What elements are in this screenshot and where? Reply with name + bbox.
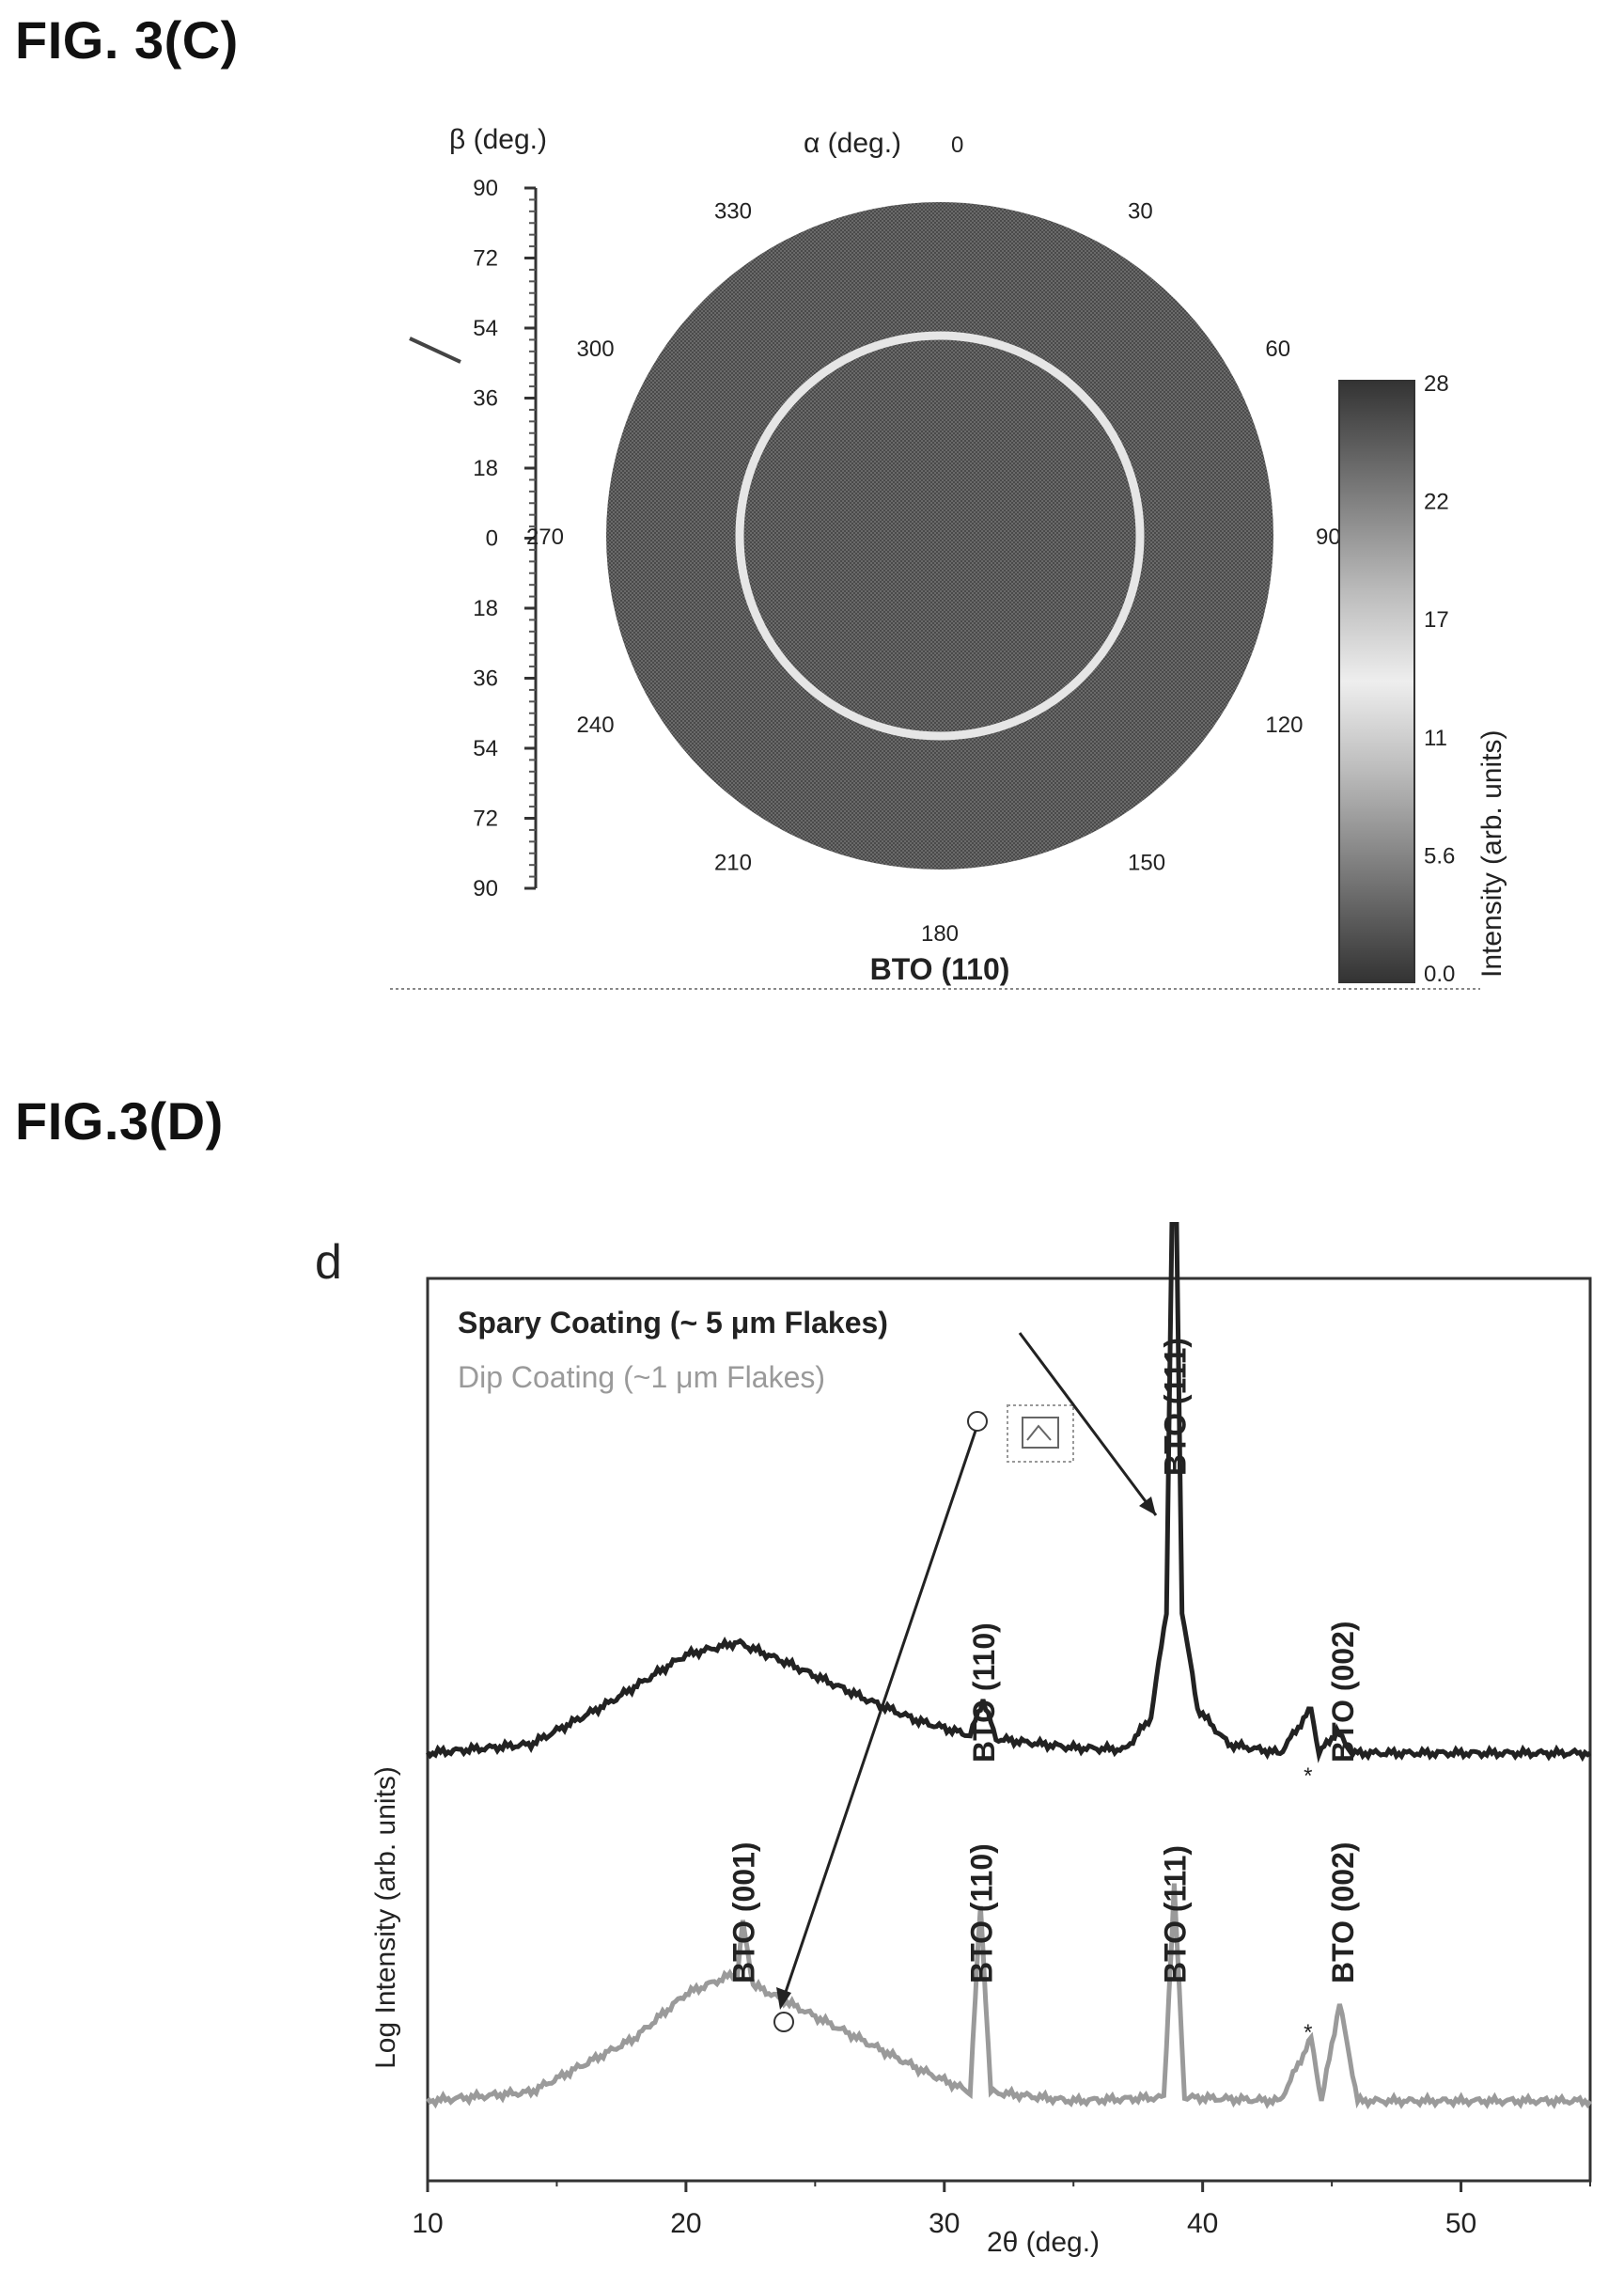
- alpha-tick-label: 330: [714, 199, 752, 225]
- peak-label-spray-002: BTO (002): [1326, 1621, 1360, 1763]
- y-axis-label: Log Intensity (arb. units): [370, 1766, 401, 2069]
- figure-d-label: FIG.3(D): [15, 1091, 224, 1151]
- peak-label-spray-110: BTO (110): [967, 1622, 1001, 1763]
- peak-label-spray-111: BTO (111): [1158, 1338, 1192, 1476]
- peak-label-dip-001: BTO (001): [726, 1841, 760, 1983]
- beta-tick-label: 54: [473, 316, 498, 341]
- peak-label-dip-111: BTO (111): [1158, 1845, 1192, 1983]
- x-tick-label: 50: [1445, 2208, 1476, 2239]
- peak-label-dip-star: *: [1304, 2020, 1312, 2045]
- intensity-ring: [735, 331, 1145, 741]
- plot-frame: [426, 1277, 1592, 2183]
- colorbar-label: Intensity (arb. units): [1476, 730, 1507, 978]
- beta-tick-label: 36: [473, 386, 498, 412]
- beta-tick-label: 54: [473, 736, 498, 761]
- xrd-chart: d Log Intensity (arb. units) 10 20 30 40 50 …: [315, 1222, 1593, 2258]
- panel-letter: d: [315, 1235, 342, 1290]
- diagonal-marker: [409, 337, 461, 364]
- legend-entry-spray: Spary Coating (~ 5 μm Flakes): [458, 1306, 888, 1340]
- alpha-tick-label: 180: [921, 921, 959, 947]
- beta-tick-label: 90: [473, 876, 498, 901]
- pole-figure-title: BTO (110): [870, 952, 1010, 986]
- beta-tick-label: 72: [473, 246, 498, 272]
- figure-c-label: FIG. 3(C): [15, 10, 239, 70]
- beta-tick-label: 18: [473, 596, 498, 621]
- spray-arrow: [1018, 1332, 1158, 1516]
- beta-tick-label: 18: [473, 456, 498, 481]
- colorbar-tick-label: 5.6: [1424, 843, 1455, 869]
- pole-disk: [606, 202, 1273, 870]
- alpha-tick-labels: 0 30 60 90 120 150 180 210 240 270 300 330: [526, 133, 1341, 947]
- peak-label-dip-110: BTO (110): [964, 1843, 998, 1983]
- alpha-tick-label: 30: [1128, 199, 1153, 225]
- dip-arrow-head: [776, 1987, 791, 2010]
- legend-entry-dip: Dip Coating (~1 μm Flakes): [458, 1360, 825, 1394]
- x-tick-label: 40: [1187, 2208, 1218, 2239]
- x-axis-ticks: 10 20 30 40 50: [412, 2181, 1591, 2239]
- beta-tick-label: 90: [473, 176, 498, 201]
- colorbar-ticks: 28 22 17 11 5.6 0.0: [1424, 371, 1455, 987]
- beta-axis-ticks: 90 72 54 36 18 0 18 36 54 72 90: [473, 176, 536, 901]
- beta-axis-label: β (deg.): [449, 124, 547, 155]
- alpha-tick-label: 300: [577, 337, 615, 362]
- alpha-tick-label: 0: [951, 133, 963, 158]
- alpha-tick-label: 90: [1316, 525, 1341, 550]
- alpha-tick-label: 210: [714, 850, 752, 875]
- x-tick-label: 30: [929, 2208, 960, 2239]
- x-tick-label: 10: [412, 2208, 443, 2239]
- x-axis-label: 2θ (deg.): [987, 2227, 1100, 2258]
- dip-arrow-end: [773, 2012, 794, 2032]
- peak-label-dip-002: BTO (002): [1326, 1841, 1360, 1983]
- alpha-tick-label: 240: [577, 713, 615, 738]
- colorbar-tick-label: 11: [1424, 726, 1447, 751]
- beta-tick-label: 36: [473, 666, 498, 692]
- dip-arrow: [783, 1430, 977, 1996]
- peak-labels: BTO (111) BTO (110) * BTO (002) BTO (001) BTO…: [726, 1338, 1360, 2045]
- dip-arrow-start: [967, 1411, 988, 1432]
- series-line-spray: [426, 1222, 1592, 1763]
- alpha-tick-label: 60: [1265, 337, 1290, 362]
- alpha-axis-label: α (deg.): [804, 128, 901, 159]
- colorbar-tick-label: 17: [1424, 607, 1449, 633]
- series-line-dip: [426, 1883, 1593, 2110]
- colorbar-tick-label: 22: [1424, 490, 1449, 515]
- alpha-tick-label: 150: [1128, 850, 1165, 875]
- alpha-tick-label: 270: [526, 525, 564, 550]
- colorbar-tick-label: 28: [1424, 371, 1449, 397]
- beta-tick-label: 72: [473, 807, 498, 832]
- x-tick-label: 20: [670, 2208, 701, 2239]
- beta-tick-label: 0: [486, 526, 498, 552]
- alpha-tick-label: 120: [1265, 713, 1303, 738]
- colorbar: [1338, 380, 1415, 983]
- chart-indicator-icon: [1007, 1404, 1074, 1463]
- colorbar-tick-label: 0.0: [1424, 962, 1455, 987]
- spray-arrow-head: [1139, 1496, 1156, 1515]
- peak-label-spray-star: *: [1304, 1763, 1312, 1789]
